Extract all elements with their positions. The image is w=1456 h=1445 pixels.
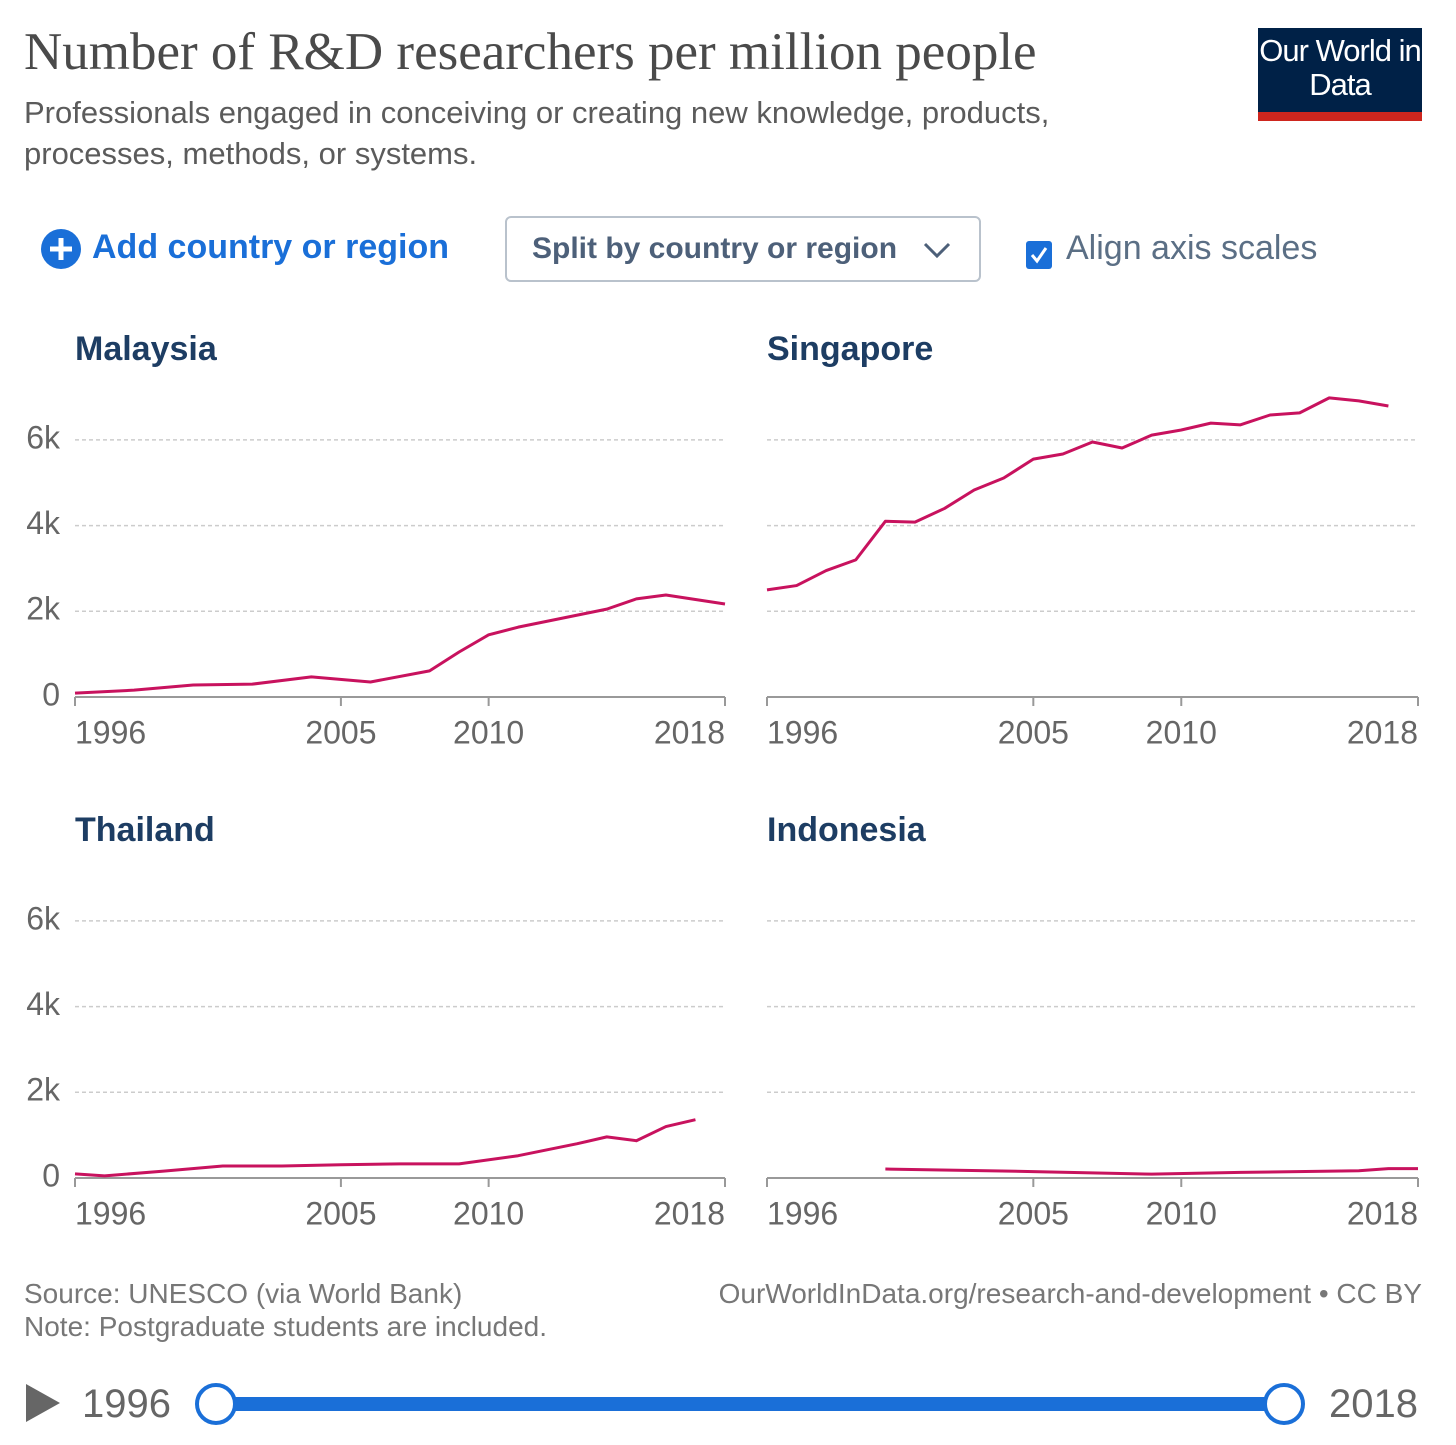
data-line — [766, 396, 1389, 592]
x-tick-label: 2018 — [654, 714, 725, 750]
panel-title: Indonesia — [767, 811, 927, 849]
panel-title: Malaysia — [75, 330, 218, 368]
y-tick-label: 6k — [26, 900, 61, 936]
add-icon[interactable] — [40, 228, 82, 270]
split-label[interactable]: Split by country or region — [532, 232, 898, 265]
x-tick-label: 2005 — [998, 1195, 1069, 1231]
add-button[interactable]: Add country or region — [92, 228, 449, 266]
align-label[interactable]: Align axis scales — [1066, 229, 1318, 267]
x-tick-label: 2005 — [305, 714, 376, 750]
x-tick-label: 2010 — [1146, 1195, 1217, 1231]
x-tick-label: 2005 — [998, 714, 1069, 750]
x-tick-label: 1996 — [767, 1195, 838, 1231]
timeline-handle[interactable] — [195, 1383, 237, 1425]
x-tick-label: 2005 — [305, 1195, 376, 1231]
title: Number of R&D researchers per million pe… — [24, 23, 1037, 81]
data-line — [74, 593, 726, 695]
source: Source: UNESCO (via World Bank) — [24, 1278, 463, 1309]
x-tick-label: 1996 — [767, 714, 838, 750]
checkbox[interactable] — [1025, 240, 1053, 270]
split-dropdown[interactable] — [505, 216, 981, 282]
x-tick-label: 2010 — [453, 1195, 524, 1231]
panel-title: Singapore — [767, 330, 933, 368]
data-line — [74, 1118, 696, 1178]
subtitle: Professionals engaged in conceiving or c… — [24, 95, 1050, 171]
x-tick-label: 2010 — [1146, 714, 1217, 750]
timeline — [26, 1383, 1305, 1425]
charts: Malaysia 0 2k 4k 6k 1996 2005 2010 2018 Singapore… — [26, 330, 1419, 1231]
panel-title: Thailand — [75, 811, 215, 849]
x-tick-label: 1996 — [75, 714, 146, 750]
x-tick-label: 2018 — [654, 1195, 725, 1231]
x-tick-label: 2010 — [453, 714, 524, 750]
timeline-start: 1996 — [82, 1382, 171, 1426]
y-tick-label: 0 — [42, 1157, 60, 1193]
timeline-end: 2018 — [1329, 1382, 1418, 1426]
chevron — [923, 242, 951, 259]
timeline-handle[interactable] — [1263, 1383, 1305, 1425]
url[interactable]: OurWorldInData.org/research-and-developm… — [718, 1278, 1422, 1309]
y-tick-label: 6k — [26, 419, 61, 455]
data-line — [885, 1167, 1418, 1176]
logo[interactable]: Our World in Data — [1258, 28, 1422, 121]
y-tick-label: 0 — [42, 676, 60, 712]
x-tick-label: 2018 — [1347, 1195, 1418, 1231]
y-tick-label: 4k — [26, 505, 61, 541]
y-tick-label: 2k — [26, 1072, 61, 1108]
note: Note: Postgraduate students are included… — [24, 1311, 548, 1342]
y-tick-label: 4k — [26, 986, 61, 1022]
play-button[interactable] — [26, 1384, 60, 1422]
y-tick-label: 2k — [26, 591, 61, 627]
x-tick-label: 2018 — [1347, 714, 1418, 750]
x-tick-label: 1996 — [75, 1195, 146, 1231]
